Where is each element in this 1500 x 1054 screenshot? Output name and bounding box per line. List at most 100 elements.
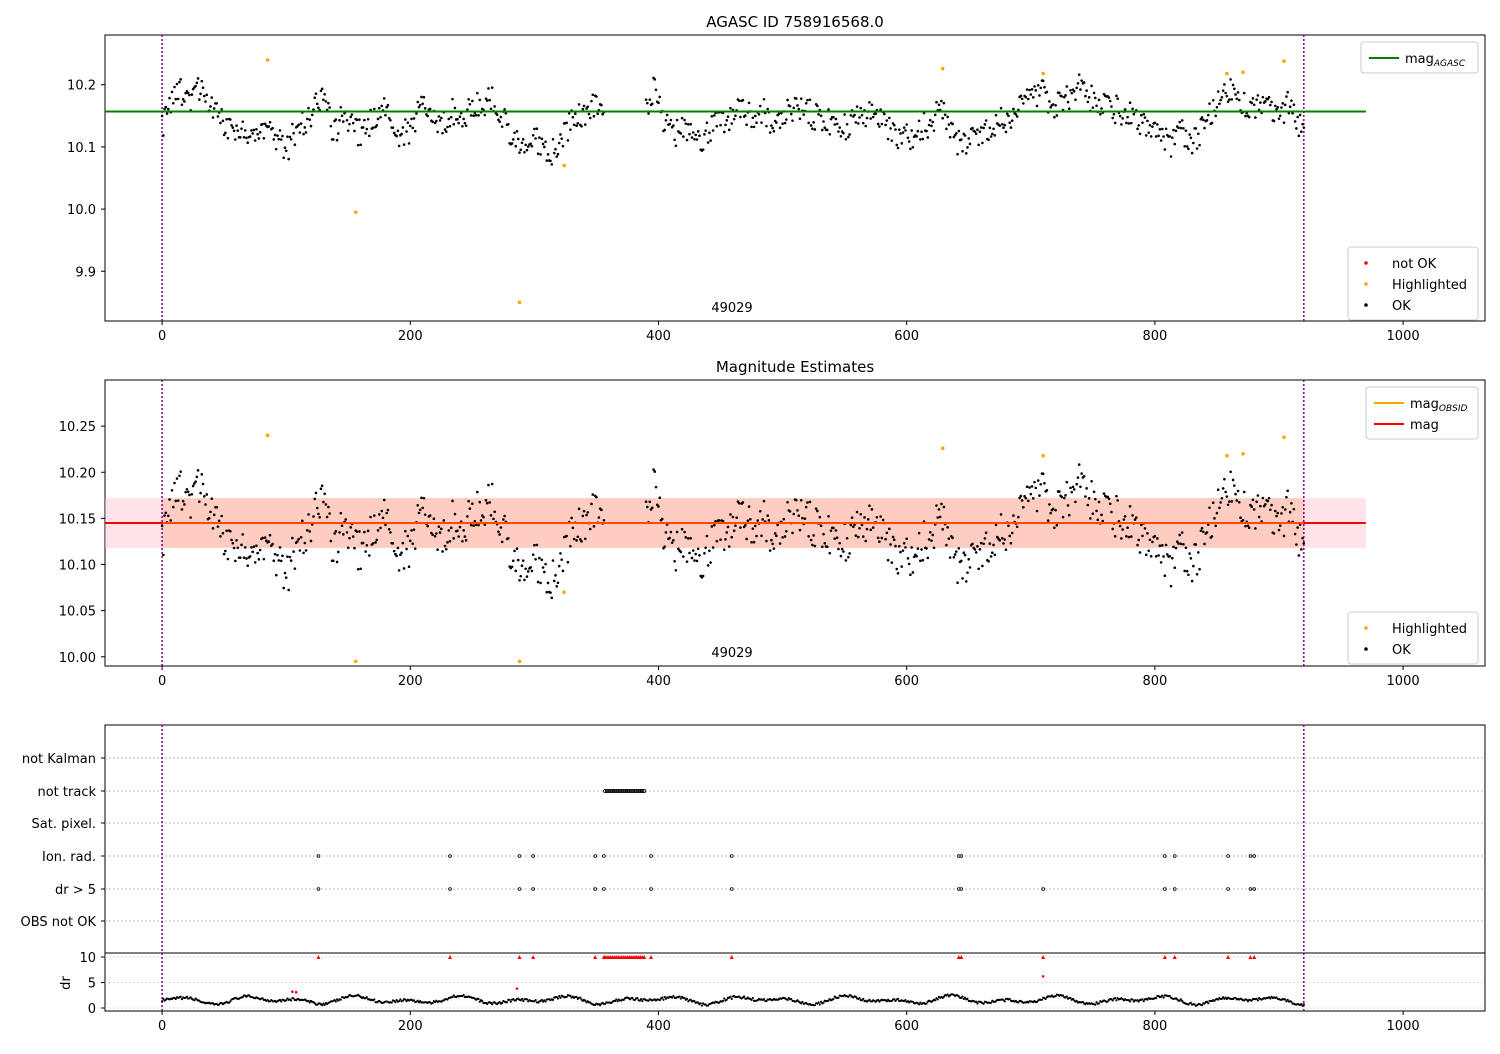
- top-ok-point: [1041, 79, 1045, 83]
- top-ok-point: [916, 129, 920, 133]
- top-ok-point: [880, 122, 884, 126]
- top-ok-point: [499, 115, 503, 119]
- top-ok-point: [783, 121, 787, 125]
- top-ok-point: [750, 125, 753, 129]
- bottom-dr-point: [822, 1001, 825, 1004]
- bottom-dr-point: [904, 999, 907, 1002]
- middle-ok-point: [586, 511, 590, 514]
- middle-ok-point: [981, 564, 984, 568]
- top-ok-point: [1142, 112, 1146, 116]
- middle-ok-point: [959, 559, 963, 563]
- top-ok-point: [724, 123, 727, 127]
- top-ok-point: [282, 156, 286, 160]
- bottom-not-track-point: [632, 789, 637, 794]
- middle-ok-point: [999, 513, 1003, 516]
- top-ok-point: [210, 96, 214, 99]
- middle-ok-point: [894, 544, 897, 548]
- middle-ok-point: [884, 537, 887, 541]
- middle-ok-point: [179, 470, 183, 473]
- top-ok-point: [377, 106, 381, 110]
- middle-ok-point: [220, 514, 223, 518]
- middle-ok-point: [799, 498, 803, 502]
- bottom-dr-point: [1137, 1000, 1140, 1003]
- top-ok-point: [483, 113, 487, 117]
- top-ok-point: [1014, 113, 1018, 116]
- top-ok-point: [909, 147, 912, 151]
- top-ok-point: [1164, 127, 1168, 131]
- middle-ok-point: [536, 580, 540, 584]
- top-ok-point: [1220, 95, 1224, 99]
- top-ok-point: [273, 133, 277, 137]
- top-ok-point: [535, 127, 539, 131]
- bottom-dr-point: [885, 1000, 888, 1003]
- middle-ok-point: [947, 537, 951, 540]
- top-ok-point: [978, 130, 982, 134]
- middle-ok-point: [875, 515, 879, 519]
- top-ok-point: [859, 106, 863, 110]
- top-ok-point: [874, 112, 877, 115]
- top-ok-point: [675, 118, 679, 122]
- bottom-dr-clipped-marker: [729, 955, 734, 959]
- bottom-not-track-point: [640, 789, 645, 794]
- top-ok-point: [242, 136, 246, 139]
- top-ok-point: [1090, 84, 1093, 88]
- middle-ok-point: [386, 508, 390, 512]
- middle-ok-point: [468, 507, 472, 510]
- middle-ok-point: [833, 537, 837, 540]
- bottom-dr-clipped-marker: [649, 955, 654, 959]
- bottom-dr-point: [1302, 1003, 1305, 1006]
- middle-ok-point: [452, 537, 456, 540]
- middle-ok-point: [1283, 508, 1287, 511]
- middle-ok-point: [767, 519, 771, 522]
- middle-ok-point: [1131, 514, 1134, 517]
- bottom-dr-red-point: [294, 990, 298, 994]
- middle-ok-point: [902, 541, 906, 545]
- top-ok-point: [751, 116, 755, 120]
- top-ok-point: [945, 127, 948, 131]
- middle-ok-point: [540, 558, 544, 562]
- top-ok-point: [1027, 97, 1030, 101]
- middle-ok-point: [216, 525, 220, 528]
- top-ok-point: [252, 128, 256, 132]
- middle-ok-point: [1071, 485, 1075, 489]
- middle-ok-point: [1188, 552, 1191, 555]
- top-ok-point: [812, 121, 815, 124]
- middle-ok-point: [1281, 505, 1285, 509]
- top-ok-point: [704, 129, 707, 132]
- middle-ok-point: [1223, 477, 1226, 481]
- top-ok-point: [834, 117, 838, 121]
- bottom-dr-point: [1246, 1000, 1250, 1003]
- top-ok-point: [308, 118, 312, 121]
- middle-ok-point: [1126, 526, 1129, 530]
- middle-ok-point: [309, 539, 313, 543]
- top-ok-point: [416, 100, 420, 104]
- middle-ok-point: [422, 496, 426, 500]
- middle-ok-point: [886, 558, 890, 562]
- top-ok-point: [1283, 103, 1287, 107]
- middle-ok-point: [406, 534, 410, 538]
- top-highlighted-point: [1225, 71, 1229, 76]
- middle-ok-point: [910, 546, 913, 549]
- top-ok-point: [951, 122, 954, 126]
- top-ok-point: [1162, 135, 1165, 138]
- middle-ok-point: [1195, 572, 1199, 576]
- top-ok-point: [1282, 121, 1286, 124]
- top-ok-point: [1028, 88, 1031, 92]
- middle-ok-point: [951, 536, 954, 540]
- middle-ok-point: [849, 523, 853, 527]
- top-ok-point: [391, 126, 395, 129]
- top-ok-point: [1144, 134, 1148, 137]
- top-ok-point: [690, 136, 694, 139]
- middle-ok-point: [526, 570, 530, 573]
- top-ok-point: [853, 113, 856, 117]
- top-ok-point: [1223, 83, 1226, 86]
- top-ok-point: [555, 155, 559, 158]
- bottom-dr-point: [431, 1001, 434, 1005]
- middle-ok-point: [363, 530, 366, 534]
- bottom-dr-clipped-marker: [517, 955, 522, 959]
- top-ok-point: [917, 119, 921, 123]
- bottom-not-track-point: [642, 789, 647, 794]
- middle-ok-point: [813, 544, 817, 548]
- middle-ok-point: [572, 537, 576, 541]
- top-ok-point: [1200, 116, 1204, 119]
